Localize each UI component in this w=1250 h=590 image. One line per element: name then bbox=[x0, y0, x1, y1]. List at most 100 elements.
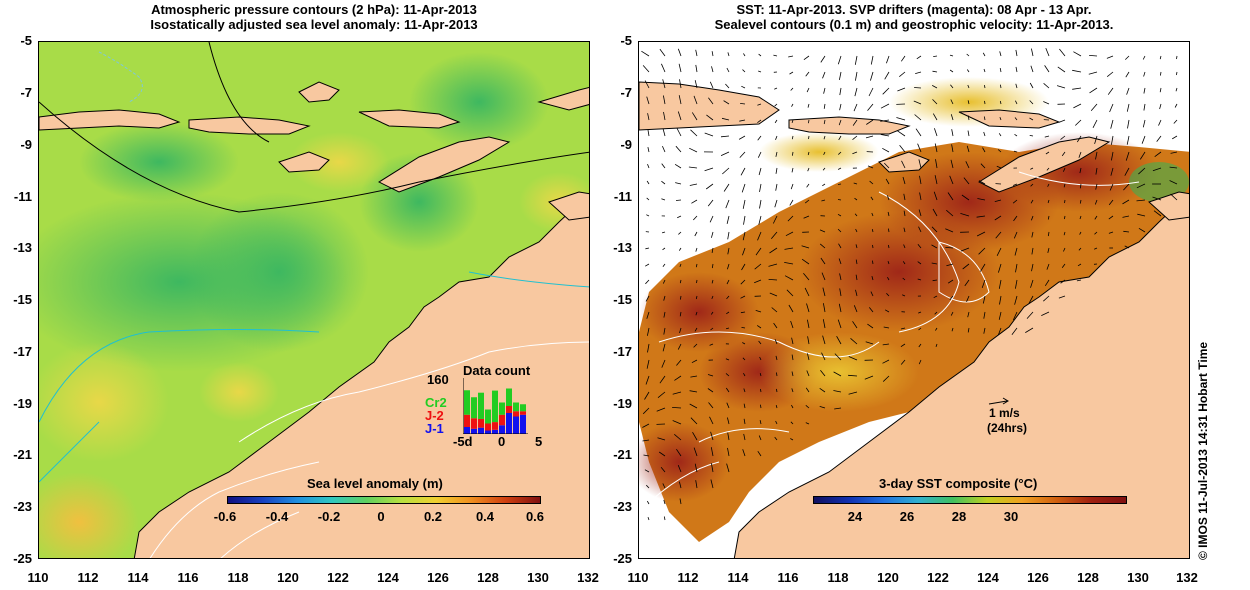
velocity-arrow bbox=[722, 167, 730, 175]
velocity-arrow bbox=[917, 278, 922, 281]
velocity-arrow bbox=[950, 159, 954, 169]
velocity-arrow bbox=[642, 439, 650, 442]
velocity-arrow bbox=[871, 229, 874, 233]
y-tick: -23 bbox=[613, 499, 632, 514]
velocity-arrow bbox=[837, 228, 842, 233]
velocity-arrow bbox=[807, 319, 810, 329]
velocity-arrow bbox=[997, 149, 1002, 153]
velocity-arrow bbox=[839, 103, 842, 111]
inset-xtick-5: 5 bbox=[535, 434, 543, 449]
velocity-arrow bbox=[966, 295, 970, 302]
velocity-arrow bbox=[932, 279, 938, 282]
velocity-arrow bbox=[790, 421, 794, 425]
velocity-arrow bbox=[1137, 213, 1146, 217]
velocity-arrow bbox=[967, 84, 970, 89]
velocity-arrow bbox=[917, 143, 922, 153]
x-tick: 110 bbox=[627, 570, 649, 585]
velocity-arrow bbox=[915, 71, 922, 74]
velocity-arrow bbox=[674, 375, 682, 381]
velocity-arrow bbox=[1044, 279, 1050, 287]
velocity-arrow bbox=[918, 343, 922, 348]
velocity-arrow bbox=[933, 295, 938, 299]
velocity-arrow bbox=[917, 261, 922, 265]
velocity-arrow bbox=[711, 279, 714, 284]
velocity-arrow bbox=[880, 119, 890, 122]
velocity-arrow bbox=[775, 183, 778, 191]
velocity-arrow bbox=[967, 327, 970, 333]
left-colorbar-tick: -0.2 bbox=[317, 509, 341, 524]
velocity-arrow bbox=[679, 279, 682, 284]
velocity-arrow bbox=[743, 215, 746, 225]
velocity-arrow bbox=[708, 402, 714, 409]
x-tick: 126 bbox=[427, 570, 449, 585]
velocity-arrow bbox=[646, 484, 650, 489]
velocity-arrow bbox=[1095, 151, 1098, 160]
inset-bar-cr2 bbox=[520, 404, 526, 412]
velocity-arrow bbox=[742, 357, 746, 361]
velocity-arrow bbox=[711, 295, 714, 300]
velocity-arrow bbox=[1107, 87, 1114, 95]
velocity-arrow bbox=[853, 305, 858, 313]
velocity-arrow bbox=[896, 117, 906, 121]
velocity-arrow bbox=[768, 263, 778, 267]
velocity-arrow bbox=[994, 199, 1002, 202]
velocity-arrow bbox=[726, 215, 730, 224]
velocity-arrow bbox=[1041, 311, 1050, 316]
x-tick: 132 bbox=[1176, 570, 1198, 585]
velocity-arrow bbox=[723, 100, 730, 105]
velocity-arrow bbox=[769, 247, 778, 254]
velocity-arrow bbox=[757, 151, 762, 158]
velocity-arrow bbox=[726, 67, 730, 73]
velocity-arrow bbox=[662, 263, 666, 267]
y-tick: -19 bbox=[13, 396, 32, 411]
y-tick: -5 bbox=[20, 33, 32, 48]
velocity-arrow bbox=[853, 182, 858, 185]
velocity-arrow bbox=[819, 243, 826, 249]
velocity-arrow bbox=[868, 87, 874, 97]
velocity-arrow bbox=[679, 498, 682, 505]
x-tick: 116 bbox=[777, 570, 799, 585]
velocity-arrow bbox=[740, 279, 746, 285]
velocity-arrow bbox=[899, 145, 906, 153]
velocity-arrow bbox=[1061, 151, 1066, 157]
velocity-arrow bbox=[742, 247, 746, 256]
velocity-arrow bbox=[1122, 199, 1130, 205]
velocity-arrow bbox=[695, 247, 698, 252]
velocity-arrow bbox=[1031, 247, 1034, 255]
velocity-arrow bbox=[866, 119, 874, 125]
velocity-arrow bbox=[887, 211, 890, 217]
velocity-arrow bbox=[694, 80, 698, 89]
velocity-arrow bbox=[642, 423, 650, 428]
velocity-arrow bbox=[903, 193, 906, 201]
velocity-arrow bbox=[900, 327, 906, 330]
velocity-arrow bbox=[727, 432, 730, 441]
velocity-arrow bbox=[662, 128, 666, 137]
velocity-arrow bbox=[1045, 151, 1050, 155]
velocity-arrow bbox=[1063, 247, 1066, 252]
velocity-arrow bbox=[741, 183, 746, 193]
velocity-arrow bbox=[659, 375, 666, 384]
velocity-arrow bbox=[787, 215, 794, 222]
velocity-arrow bbox=[691, 199, 698, 204]
velocity-arrow bbox=[791, 337, 794, 345]
velocity-arrow bbox=[838, 258, 842, 265]
velocity-arrow bbox=[708, 97, 714, 105]
velocity-arrow bbox=[1077, 263, 1082, 267]
velocity-arrow bbox=[757, 103, 762, 106]
right-colorbar-tick: 26 bbox=[899, 509, 915, 524]
velocity-arrow bbox=[852, 321, 858, 329]
velocity-arrow bbox=[663, 516, 666, 521]
velocity-arrow bbox=[785, 231, 794, 237]
velocity-arrow bbox=[661, 180, 666, 185]
velocity-arrow bbox=[999, 68, 1002, 73]
velocity-arrow bbox=[882, 359, 890, 364]
velocity-arrow bbox=[696, 279, 698, 284]
velocity-arrow bbox=[888, 228, 890, 233]
velocity-arrow bbox=[805, 71, 810, 77]
inset-bar-j2 bbox=[520, 411, 526, 415]
velocity-arrow bbox=[834, 353, 842, 361]
velocity-arrow bbox=[822, 319, 826, 329]
inset-bar-j1 bbox=[478, 427, 484, 434]
velocity-arrow bbox=[822, 287, 826, 297]
velocity-arrow bbox=[998, 263, 1002, 273]
